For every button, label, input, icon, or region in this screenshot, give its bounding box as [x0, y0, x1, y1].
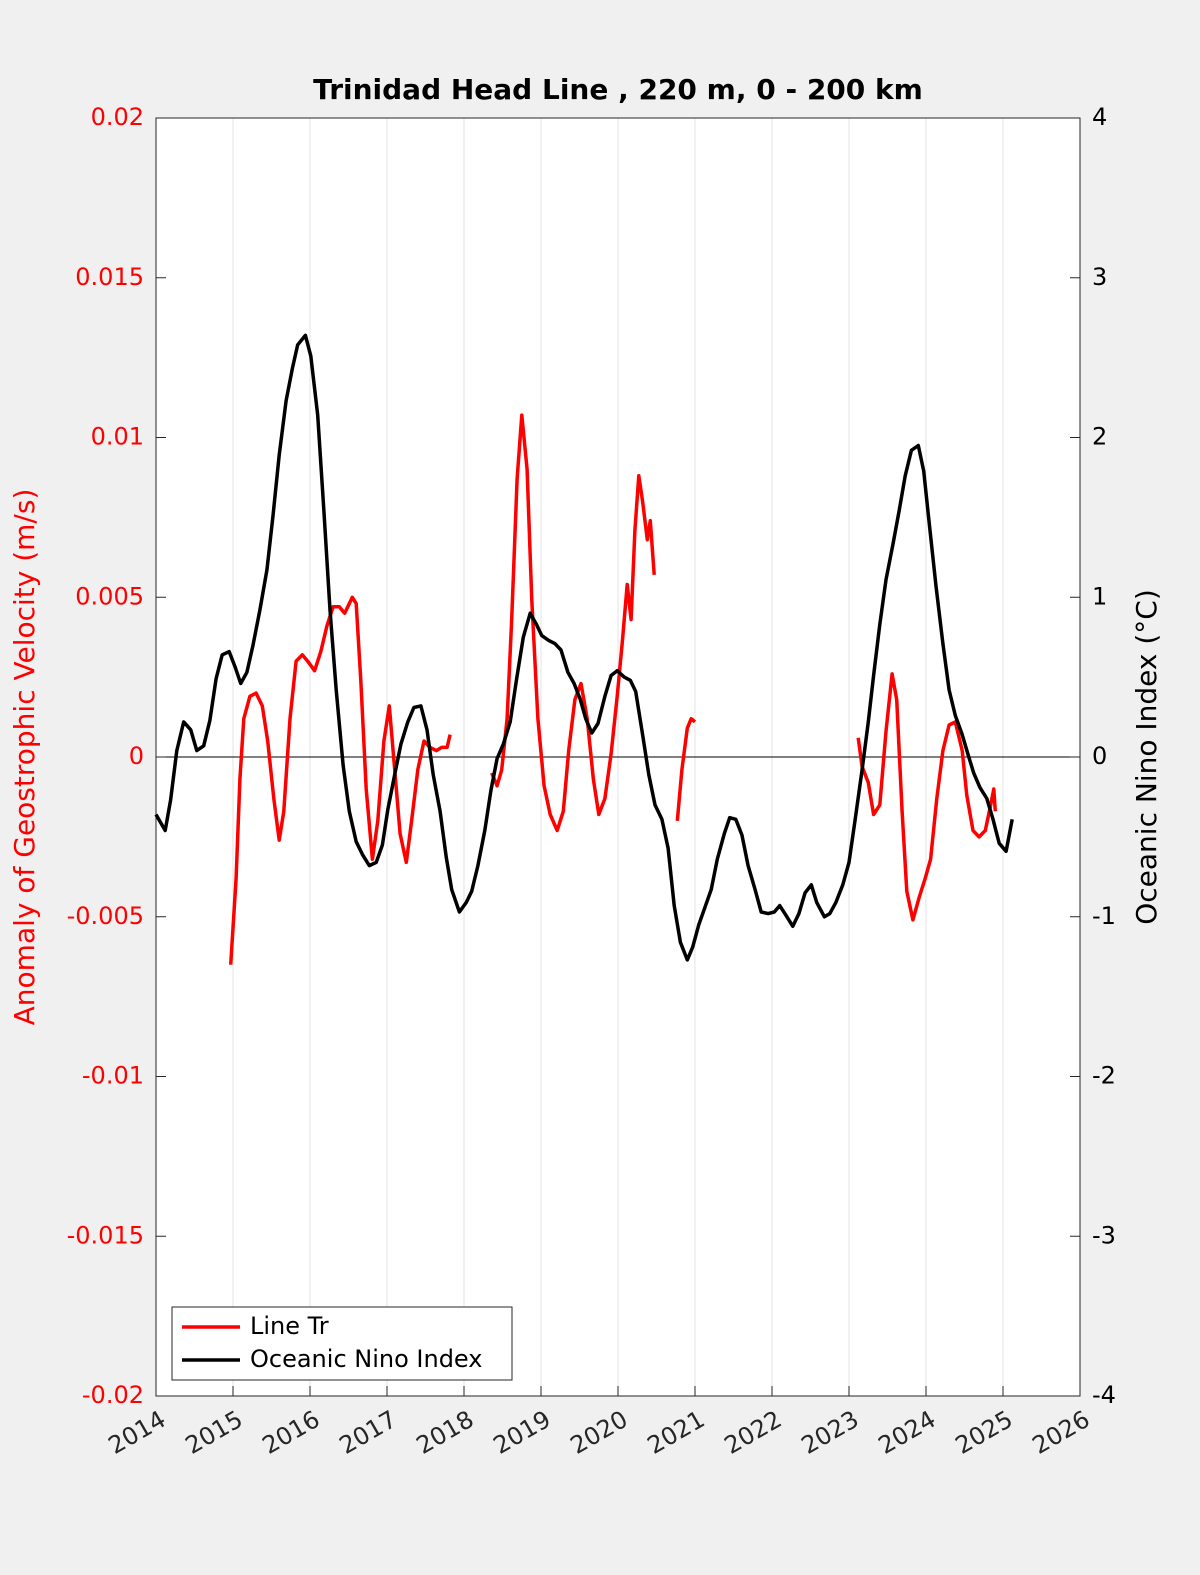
- y2-tick-label: 1: [1092, 582, 1107, 610]
- x-tick-label: 2021: [643, 1405, 710, 1460]
- y2-tick-label: 2: [1092, 423, 1107, 451]
- x-tick-label: 2019: [489, 1405, 556, 1460]
- legend-label: Oceanic Nino Index: [250, 1345, 482, 1373]
- series-line: [154, 333, 1014, 962]
- x-tick-label: 2023: [797, 1405, 864, 1460]
- plot-frame: [155, 117, 1081, 1397]
- y-axis-label: Anomaly of Geostrophic Velocity (m/s): [8, 489, 41, 1026]
- y-tick-label: 0.02: [91, 103, 144, 131]
- x-tick-label: 2022: [720, 1405, 787, 1460]
- y-tick-label: 0.01: [91, 423, 144, 451]
- y-tick-label: 0: [129, 742, 144, 770]
- y2-tick-label: -2: [1092, 1062, 1116, 1090]
- y2-tick-label: 3: [1092, 263, 1107, 291]
- x-tick-label: 2016: [258, 1405, 325, 1460]
- y-tick-label: -0.01: [82, 1062, 144, 1090]
- y2-tick-label: -1: [1092, 902, 1116, 930]
- y-tick-label: 0.005: [75, 582, 144, 610]
- x-tick-label: 2014: [104, 1405, 171, 1460]
- y2-tick-label: 0: [1092, 742, 1107, 770]
- y2-tick-label: 4: [1092, 103, 1107, 131]
- x-tick-label: 2017: [335, 1405, 402, 1460]
- y-tick-label: -0.015: [67, 1221, 144, 1249]
- chart-title: Trinidad Head Line , 220 m, 0 - 200 km: [313, 73, 923, 106]
- x-tick-label: 2018: [412, 1405, 479, 1460]
- y2-tick-label: -4: [1092, 1381, 1116, 1409]
- y-tick-label: -0.02: [82, 1381, 144, 1409]
- x-tick-label: 2015: [181, 1405, 248, 1460]
- y2-axis-label: Oceanic Nino Index (°C): [1130, 589, 1163, 925]
- legend-label: Line Tr: [250, 1312, 329, 1340]
- x-tick-label: 2025: [951, 1405, 1018, 1460]
- y-tick-label: 0.015: [75, 263, 144, 291]
- x-tick-label: 2020: [566, 1405, 633, 1460]
- y-tick-label: -0.005: [67, 902, 144, 930]
- x-tick-label: 2024: [874, 1405, 941, 1460]
- x-tick-label: 2026: [1028, 1405, 1095, 1460]
- y2-tick-label: -3: [1092, 1221, 1116, 1249]
- legend-box: [171, 1306, 513, 1381]
